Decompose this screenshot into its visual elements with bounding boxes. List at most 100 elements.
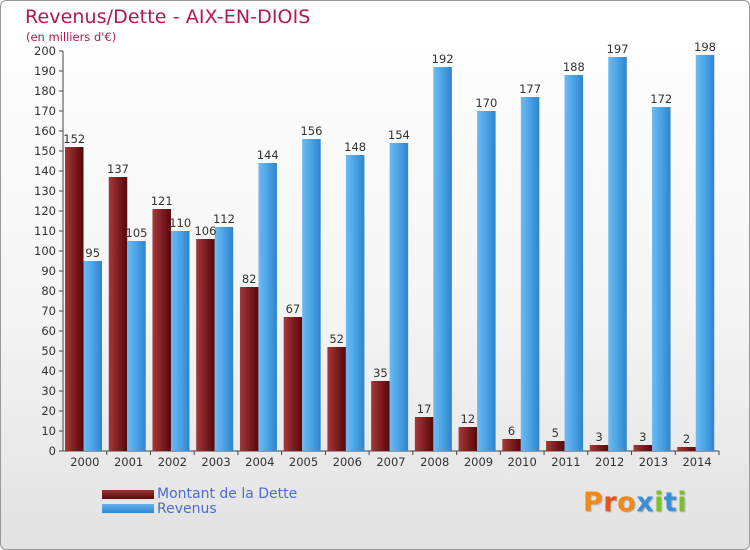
data-label-debt: 35: [373, 366, 388, 380]
data-label-debt: 2: [683, 432, 690, 446]
bar-debt: [108, 177, 128, 451]
x-tick-label: 2000: [70, 455, 99, 469]
legend-label-debt: Montant de la Dette: [157, 486, 298, 502]
x-tick-label: 2005: [289, 455, 318, 469]
data-label-revenue: 198: [694, 40, 716, 54]
data-label-revenue: 95: [85, 246, 100, 260]
data-label-revenue: 110: [169, 216, 191, 230]
bar-revenue: [520, 97, 540, 451]
data-label-debt: 67: [286, 302, 301, 316]
bar-revenue: [83, 261, 102, 451]
legend-swatch-debt: [102, 490, 154, 499]
bar-debt: [196, 239, 215, 451]
x-tick-label: 2012: [595, 455, 624, 469]
bar-revenue: [652, 107, 671, 451]
data-label-debt: 106: [194, 224, 216, 238]
y-tick-label: 100: [34, 244, 56, 258]
data-label-revenue: 148: [344, 140, 366, 154]
y-tick-label: 0: [49, 444, 56, 458]
x-tick-label: 2013: [639, 455, 668, 469]
y-tick-label: 60: [41, 324, 56, 338]
y-tick-label: 180: [34, 84, 56, 98]
chart-title: Revenus/Dette - AIX-EN-DIOIS: [25, 6, 311, 28]
data-label-debt: 5: [552, 426, 559, 440]
data-label-debt: 52: [329, 332, 344, 346]
x-tick-label: 2010: [508, 455, 537, 469]
bar-debt: [546, 441, 565, 451]
bar-revenue: [695, 55, 715, 451]
data-label-revenue: 154: [388, 128, 410, 142]
y-tick-label: 30: [41, 384, 56, 398]
chart-subtitle: (en milliers d'€): [26, 30, 117, 44]
bar-revenue: [564, 75, 584, 451]
bar-debt: [239, 287, 259, 451]
data-label-debt: 121: [151, 194, 173, 208]
bar-debt: [65, 147, 84, 451]
y-tick-label: 50: [41, 344, 56, 358]
data-label-revenue: 144: [257, 148, 279, 162]
x-tick-label: 2008: [420, 455, 449, 469]
x-tick-label: 2004: [245, 455, 274, 469]
data-label-debt: 12: [461, 412, 476, 426]
bar-debt: [677, 447, 696, 451]
bar-debt: [414, 417, 434, 451]
data-label-debt: 137: [107, 162, 129, 176]
x-tick-label: 2006: [333, 455, 362, 469]
y-tick-label: 170: [34, 104, 56, 118]
y-tick-label: 80: [41, 284, 56, 298]
data-label-revenue: 172: [650, 92, 672, 106]
bar-debt: [633, 445, 653, 451]
bar-revenue: [214, 227, 234, 451]
data-label-revenue: 188: [563, 60, 585, 74]
data-label-revenue: 192: [432, 52, 454, 66]
bar-debt: [458, 427, 478, 451]
data-label-debt: 82: [242, 272, 257, 286]
bar-revenue: [127, 241, 146, 451]
y-tick-label: 150: [34, 144, 56, 158]
proxiti-logo: Proxiti: [583, 487, 688, 518]
y-tick-label: 110: [34, 224, 56, 238]
x-tick-label: 2014: [682, 455, 711, 469]
y-tick-label: 120: [34, 204, 56, 218]
y-tick-label: 90: [41, 264, 56, 278]
bar-debt: [152, 209, 171, 451]
bar-revenue: [433, 67, 452, 451]
data-label-debt: 3: [595, 430, 602, 444]
bar-revenue: [477, 111, 496, 451]
x-tick-label: 2007: [376, 455, 405, 469]
data-label-debt: 6: [508, 424, 515, 438]
y-tick-label: 160: [34, 124, 56, 138]
y-tick-label: 200: [34, 44, 56, 58]
legend-label-revenue: Revenus: [157, 501, 217, 517]
y-tick-label: 190: [34, 64, 56, 78]
bar-revenue: [345, 155, 365, 451]
data-label-revenue: 170: [475, 96, 497, 110]
legend-swatch-revenue: [102, 504, 154, 513]
bar-revenue: [608, 57, 627, 451]
bar-debt: [327, 347, 346, 451]
bars: [65, 55, 715, 451]
bar-revenue: [170, 231, 190, 451]
data-label-revenue: 112: [213, 212, 235, 226]
x-tick-label: 2011: [551, 455, 580, 469]
data-label-debt: 17: [417, 402, 432, 416]
y-tick-label: 140: [34, 164, 56, 178]
bar-revenue: [302, 139, 321, 451]
bar-debt: [371, 381, 390, 451]
bar-revenue: [258, 163, 277, 451]
y-tick-label: 130: [34, 184, 56, 198]
bar-debt: [283, 317, 303, 451]
data-label-revenue: 177: [519, 82, 541, 96]
data-label-revenue: 156: [300, 124, 322, 138]
bar-debt: [502, 439, 521, 451]
y-tick-label: 40: [41, 364, 56, 378]
data-label-revenue: 197: [607, 42, 629, 56]
x-tick-label: 2003: [201, 455, 230, 469]
data-label-debt: 152: [63, 132, 85, 146]
x-tick-label: 2001: [114, 455, 143, 469]
bar-debt: [589, 445, 609, 451]
x-tick-label: 2002: [158, 455, 187, 469]
y-tick-label: 70: [41, 304, 56, 318]
